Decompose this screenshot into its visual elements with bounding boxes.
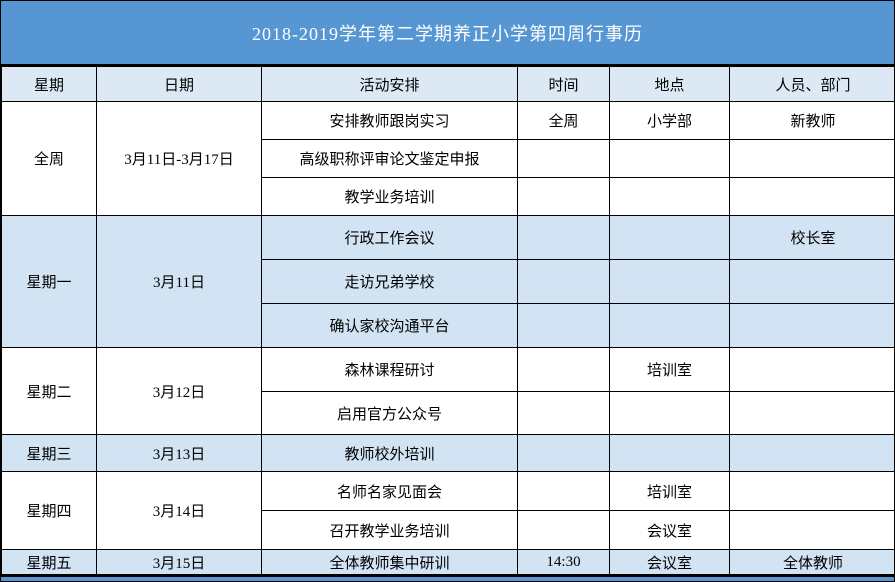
- header-cell: 人员、部门: [729, 66, 894, 102]
- cell-activity: 教师校外培训: [261, 434, 518, 472]
- table-row: 星期一 3月11日 行政工作会议 校长室: [1, 215, 894, 348]
- cell-date: 3月13日: [96, 434, 262, 472]
- cell-location: [609, 259, 730, 304]
- cell-people: [729, 177, 894, 216]
- cell-location: 会议室: [609, 549, 730, 575]
- cell-week: 全周: [1, 101, 97, 216]
- bottom-strip: [1, 575, 894, 581]
- cell-date: 3月12日: [96, 347, 262, 435]
- cell-activity: 全体教师集中研训: [261, 549, 518, 575]
- cell-location: [609, 177, 730, 216]
- cell-people: [729, 391, 894, 435]
- header-cell: 地点: [609, 66, 730, 102]
- page-title: 2018-2019学年第二学期养正小学第四周行事历: [252, 23, 643, 44]
- cell-time: [517, 303, 610, 348]
- cell-time: [517, 139, 610, 178]
- table-row: 高级职称评审论文鉴定申报: [2, 139, 894, 178]
- header-cell: 活动安排: [261, 66, 518, 102]
- cell-location: [609, 139, 730, 178]
- cell-date: 3月11日: [96, 215, 262, 348]
- table-row: 召开教学业务培训 会议室: [2, 510, 894, 550]
- cell-activity: 森林课程研讨: [261, 347, 518, 392]
- cell-week: 星期三: [1, 434, 97, 472]
- table-row: 星期四 3月14日 名师名家见面会 培训室: [1, 471, 894, 550]
- cell-activity: 启用官方公众号: [261, 391, 518, 435]
- cell-week: 星期一: [1, 215, 97, 348]
- cell-time: [517, 471, 610, 511]
- title-banner: 2018-2019学年第二学期养正小学第四周行事历: [1, 1, 894, 66]
- cell-activity: 名师名家见面会: [261, 471, 518, 511]
- cell-time: [517, 259, 610, 304]
- cell-week: 星期五: [1, 549, 97, 575]
- header-cell: 时间: [517, 66, 610, 102]
- cell-activity: 行政工作会议: [261, 215, 518, 260]
- cell-time: [517, 391, 610, 435]
- table-row: 星期二 3月12日 森林课程研讨 培训室: [1, 347, 894, 435]
- cell-date: 3月11日-3月17日: [96, 101, 262, 216]
- header-cell: 日期: [96, 66, 262, 102]
- cell-people: [729, 259, 894, 304]
- cell-location: 培训室: [609, 471, 730, 511]
- header-cell: 星期: [1, 66, 97, 102]
- calendar-table: 星期 日期 活动安排 时间 地点 人员、部门 全周 3月11日-3月17日 安排教师跟岗实习全…: [1, 66, 894, 575]
- cell-time: 14:30: [517, 549, 610, 575]
- cell-location: 会议室: [609, 510, 730, 550]
- table-row: 走访兄弟学校: [2, 259, 894, 304]
- cell-people: 全体教师: [729, 549, 894, 575]
- table-row: 星期五 3月15日 全体教师集中研训 14:30 会议室 全体教师: [1, 549, 894, 575]
- cell-people: [729, 303, 894, 348]
- table-row: 全周 3月11日-3月17日 安排教师跟岗实习 全周 小学部 新教师: [1, 101, 894, 216]
- cell-week: 星期四: [1, 471, 97, 550]
- cell-activity: 确认家校沟通平台: [261, 303, 518, 348]
- cell-people: [729, 434, 894, 472]
- cell-date: 3月14日: [96, 471, 262, 550]
- cell-location: [609, 434, 730, 472]
- table-row: 教学业务培训: [2, 177, 894, 216]
- cell-activity: 召开教学业务培训: [261, 510, 518, 550]
- cell-activity: 高级职称评审论文鉴定申报: [261, 139, 518, 178]
- cell-people: [729, 510, 894, 550]
- cell-time: [517, 347, 610, 392]
- cell-location: [609, 215, 730, 260]
- table-row: 星期三 3月13日 教师校外培训: [1, 434, 894, 472]
- cell-location: [609, 303, 730, 348]
- cell-people: 新教师: [729, 101, 894, 140]
- cell-date: 3月15日: [96, 549, 262, 575]
- cell-people: 校长室: [729, 215, 894, 260]
- cell-people: [729, 471, 894, 511]
- cell-activity: 走访兄弟学校: [261, 259, 518, 304]
- cell-time: [517, 434, 610, 472]
- cell-time: [517, 215, 610, 260]
- cell-time: [517, 177, 610, 216]
- cell-people: [729, 347, 894, 392]
- cell-time: 全周: [517, 101, 610, 140]
- cell-time: [517, 510, 610, 550]
- cell-location: 小学部: [609, 101, 730, 140]
- cell-activity: 教学业务培训: [261, 177, 518, 216]
- header-row: 星期 日期 活动安排 时间 地点 人员、部门: [1, 66, 894, 102]
- cell-people: [729, 139, 894, 178]
- cell-location: 培训室: [609, 347, 730, 392]
- table-row: 启用官方公众号: [2, 391, 894, 435]
- cell-location: [609, 391, 730, 435]
- cell-activity: 安排教师跟岗实习: [261, 101, 518, 140]
- cell-week: 星期二: [1, 347, 97, 435]
